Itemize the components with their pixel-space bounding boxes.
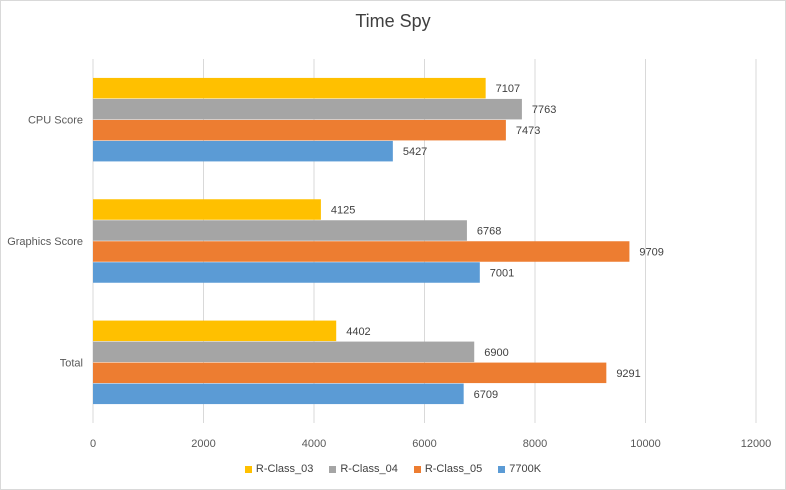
data-label: 7763 [532, 104, 556, 116]
category-label: CPU Score [28, 115, 83, 127]
bar [93, 241, 630, 262]
data-label: 4402 [346, 326, 370, 338]
plot-area: 0 2000 4000 6000 8000 10000 12000 CPU Score 7107… [7, 59, 772, 450]
bar [93, 383, 464, 405]
category-label: Total [60, 357, 83, 369]
data-label: 5427 [403, 146, 427, 158]
legend-label: 7700K [509, 463, 542, 475]
legend-item: R-Class_05 [413, 463, 483, 475]
x-tick-label: 10000 [630, 438, 661, 450]
data-label: 7001 [490, 268, 514, 280]
legend-label: R-Class_05 [424, 463, 483, 475]
bar [93, 262, 480, 283]
bar [93, 362, 607, 384]
legend-item: R-Class_03 [244, 463, 314, 475]
legend-swatch [244, 465, 252, 473]
data-label: 6900 [484, 347, 508, 359]
legend-label: R-Class_04 [340, 463, 398, 475]
x-tick-label: 4000 [302, 438, 326, 450]
x-tick-label: 8000 [523, 438, 547, 450]
legend-swatch [329, 465, 337, 473]
bar [93, 199, 321, 220]
data-label: 6768 [477, 226, 501, 238]
legend-item: 7700K [498, 463, 541, 475]
bar [93, 77, 486, 99]
x-tick-label: 12000 [741, 438, 772, 450]
x-tick-label: 2000 [191, 438, 215, 450]
x-tick-label: 6000 [412, 438, 436, 450]
legend-label: R-Class_03 [255, 463, 314, 475]
chart-title: Time Spy [355, 11, 431, 31]
legend-swatch [413, 465, 421, 473]
bar [93, 140, 393, 162]
data-label: 7473 [516, 125, 540, 137]
legend: R-Class_03 R-Class_04 R-Class_05 7700K [1, 463, 785, 475]
data-label: 6709 [474, 389, 498, 401]
bar [93, 320, 337, 342]
legend-swatch [498, 465, 506, 473]
bar [93, 119, 506, 141]
data-label: 4125 [331, 205, 355, 217]
category-label: Graphics Score [7, 236, 83, 248]
x-tick-label: 0 [90, 438, 96, 450]
bar [93, 220, 467, 241]
bar [93, 98, 522, 120]
data-label: 7107 [496, 83, 520, 95]
data-label: 9291 [616, 368, 640, 380]
data-label: 9709 [639, 247, 663, 259]
legend-item: R-Class_04 [329, 463, 398, 475]
bar [93, 341, 475, 363]
